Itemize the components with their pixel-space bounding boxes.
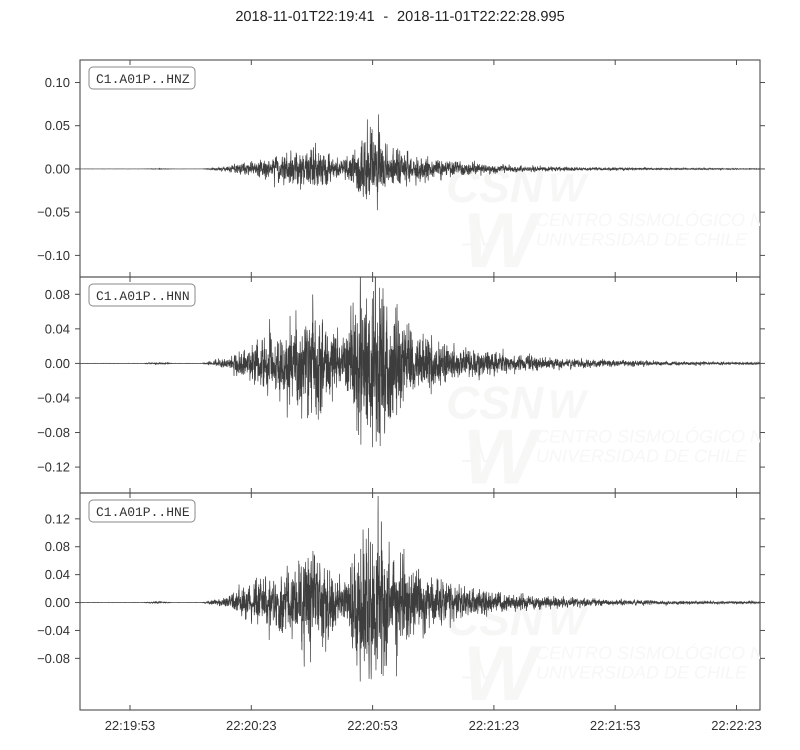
svg-text:0.00: 0.00 [45, 356, 70, 371]
svg-text:C1.A01P..HNE: C1.A01P..HNE [96, 505, 190, 520]
svg-text:−0.10: −0.10 [37, 248, 70, 263]
svg-text:0.12: 0.12 [45, 511, 70, 526]
svg-text:UNIVERSIDAD DE CHILE: UNIVERSIDAD DE CHILE [536, 230, 748, 250]
svg-text:W: W [548, 600, 589, 644]
svg-text:W: W [463, 196, 543, 284]
svg-text:22:20:53: 22:20:53 [347, 718, 398, 733]
svg-text:−0.08: −0.08 [37, 651, 70, 666]
svg-text:0.04: 0.04 [45, 567, 70, 582]
svg-text:22:21:53: 22:21:53 [590, 718, 641, 733]
svg-text:C1.A01P..HNZ: C1.A01P..HNZ [96, 72, 190, 87]
svg-text:−0.04: −0.04 [37, 623, 70, 638]
svg-text:22:22:23: 22:22:23 [711, 718, 762, 733]
svg-text:−0.04: −0.04 [37, 390, 70, 405]
svg-text:−0.05: −0.05 [37, 205, 70, 220]
svg-text:C1.A01P..HNN: C1.A01P..HNN [96, 289, 190, 304]
svg-text:−0.12: −0.12 [37, 460, 70, 475]
svg-text:UNIVERSIDAD DE CHILE: UNIVERSIDAD DE CHILE [536, 663, 748, 683]
svg-text:0.08: 0.08 [45, 287, 70, 302]
svg-text:0.00: 0.00 [45, 595, 70, 610]
svg-text:0.08: 0.08 [45, 539, 70, 554]
svg-text:W: W [463, 629, 543, 717]
svg-text:W: W [548, 383, 589, 427]
svg-text:22:19:53: 22:19:53 [105, 718, 156, 733]
svg-text:0.05: 0.05 [45, 118, 70, 133]
svg-text:W: W [548, 167, 589, 211]
svg-text:−0.08: −0.08 [37, 425, 70, 440]
svg-text:W: W [463, 413, 543, 501]
svg-text:0.00: 0.00 [45, 161, 70, 176]
svg-text:UNIVERSIDAD DE CHILE: UNIVERSIDAD DE CHILE [536, 446, 748, 466]
svg-text:22:21:23: 22:21:23 [469, 718, 520, 733]
svg-text:0.04: 0.04 [45, 321, 70, 336]
svg-text:22:20:23: 22:20:23 [226, 718, 277, 733]
svg-text:0.10: 0.10 [45, 75, 70, 90]
